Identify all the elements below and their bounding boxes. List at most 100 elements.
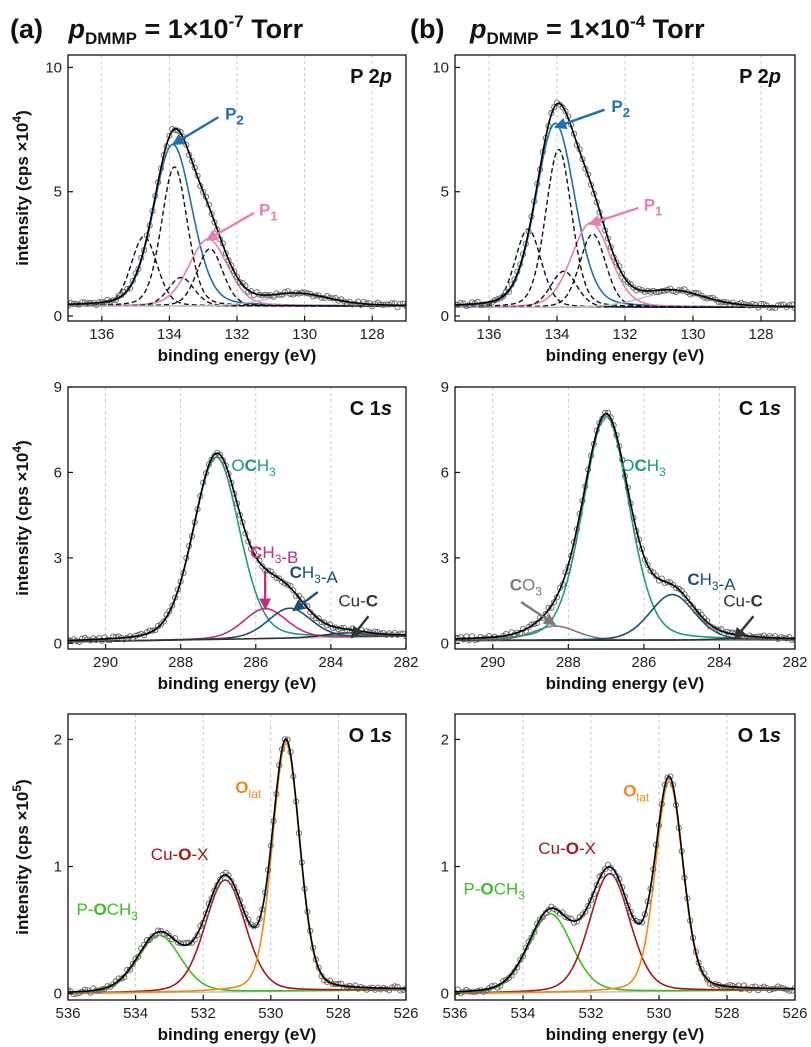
annotation-label-p1: P1 <box>259 200 278 223</box>
x-tick-label: 130 <box>292 326 317 343</box>
data-point <box>290 587 297 594</box>
y-tick-label: 3 <box>54 550 62 567</box>
y-tick-label: 0 <box>54 308 62 325</box>
data-point <box>769 304 776 311</box>
data-point <box>343 627 350 634</box>
x-tick-label: 288 <box>168 654 193 671</box>
x-axis-title: binding energy (eV) <box>546 346 705 365</box>
annotation-label-co3: CO3 <box>510 576 543 599</box>
y-tick-label: 1 <box>441 859 449 876</box>
data-point <box>783 986 790 993</box>
panel-label: P 2p <box>350 66 392 88</box>
x-tick-label: 536 <box>55 1005 80 1022</box>
data-point <box>468 299 476 306</box>
components-layer <box>68 736 406 998</box>
component-p2-3-2 <box>455 148 795 308</box>
x-tick-label: 134 <box>157 326 182 343</box>
data-point <box>704 976 711 983</box>
annotation-arrow <box>733 615 755 640</box>
data-point <box>653 572 660 579</box>
x-axis-title: binding energy (eV) <box>546 674 705 693</box>
annotation-label-poch3: P-OCH3 <box>76 900 138 923</box>
data-point <box>281 580 288 587</box>
data-point <box>505 633 512 640</box>
data-point <box>732 302 739 309</box>
x-axis-title: binding energy (eV) <box>158 346 317 365</box>
data-point <box>284 581 291 588</box>
data-point <box>301 289 308 296</box>
data-point <box>766 633 773 640</box>
y-axis-title: intensity (cps ×104) <box>10 440 32 596</box>
data-point <box>169 602 176 609</box>
column-header-b: (b) pDMMP = 1×10-4 Torr <box>410 12 705 48</box>
component-p2-1-2 <box>68 235 406 307</box>
data-point <box>340 984 348 991</box>
y-tick-label: 0 <box>54 986 62 1003</box>
data-point <box>360 298 367 306</box>
y-tick-label: 6 <box>441 464 449 481</box>
data-point <box>335 626 342 633</box>
data-point <box>264 567 272 574</box>
data-point <box>200 188 207 195</box>
data-point <box>743 985 750 992</box>
data-point <box>593 881 600 888</box>
data-point <box>749 300 756 308</box>
data-point <box>217 451 224 458</box>
annotation-label-p2: P2 <box>611 97 630 120</box>
annotation-label-cuox: Cu-O-X <box>151 845 209 864</box>
data-point <box>689 604 697 611</box>
data-point <box>455 634 459 641</box>
envelope-fit <box>455 775 795 993</box>
components-layer <box>68 126 406 311</box>
data-point <box>494 634 501 641</box>
y-tick-label: 0 <box>54 635 62 652</box>
panel-a-C1s: 290 288 286 284 282 0 3 6 9 binding energy (eV) in… <box>10 379 419 693</box>
data-point <box>777 634 784 641</box>
data-point <box>791 636 795 643</box>
plot-frame <box>67 386 407 650</box>
data-point <box>715 626 722 633</box>
data-point <box>684 595 691 602</box>
y-tick-label: 10 <box>432 59 449 76</box>
data-point <box>377 986 384 993</box>
data-point <box>397 300 404 307</box>
x-tick-label: 528 <box>714 1005 739 1022</box>
x-tick-label: 130 <box>680 326 705 343</box>
data-point <box>749 983 756 991</box>
data-point <box>514 629 521 636</box>
data-point <box>112 633 119 640</box>
x-tick-label: 286 <box>243 654 268 671</box>
annotation-arrow <box>205 211 255 242</box>
annotation-label-olat: Olat <box>235 778 262 801</box>
y-tick-label: 10 <box>45 59 62 76</box>
annotation-arrow <box>171 116 220 146</box>
panel-b-O1s: 536 534 532 530 528 526 0 1 2 binding energy (eV)… <box>441 713 808 1044</box>
x-tick-label: 528 <box>326 1005 351 1022</box>
data-point <box>455 989 459 996</box>
envelope-fit <box>68 128 406 307</box>
x-tick-label: 290 <box>93 654 118 671</box>
data-point <box>562 913 569 920</box>
y-tick-label: 2 <box>441 731 449 748</box>
data-point <box>570 919 578 926</box>
data-point <box>155 927 162 934</box>
y-axis-title: intensity (cps ×104) <box>10 110 32 266</box>
x-tick-label: 128 <box>360 326 385 343</box>
x-tick-label: 526 <box>393 1005 418 1022</box>
y-tick-label: 0 <box>441 986 449 1003</box>
data-point <box>160 618 167 625</box>
x-tick-label: 530 <box>646 1005 671 1022</box>
x-tick-label: 290 <box>480 654 505 671</box>
x-tick-label: 536 <box>442 1005 467 1022</box>
data-point <box>791 984 795 991</box>
data-point <box>391 300 398 307</box>
data-point <box>670 288 677 295</box>
y-tick-label: 9 <box>441 379 449 396</box>
data-point <box>79 299 86 306</box>
annotation-label-och3_c: OCH3 <box>621 456 666 479</box>
x-tick-label: 286 <box>631 654 656 671</box>
data-point <box>228 877 235 885</box>
data-point <box>309 293 317 300</box>
x-tick-label: 526 <box>782 1005 807 1022</box>
